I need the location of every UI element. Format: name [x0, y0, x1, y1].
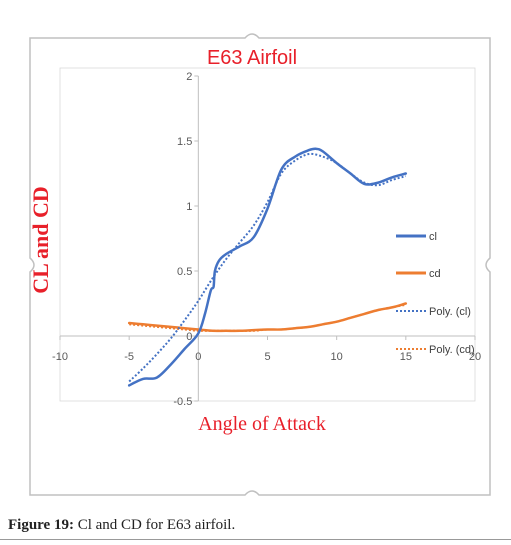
y-tick-label: 0.5: [177, 266, 192, 278]
chart-frame: [29, 33, 491, 496]
legend-label-cd: cd: [429, 268, 441, 280]
y-tick-label: 2: [186, 71, 192, 83]
legend: cl cd Poly. (cl) Poly. (cd): [396, 231, 475, 356]
x-tick-label: 0: [195, 351, 201, 363]
y-tick-label: -0.5: [173, 396, 192, 408]
y-axis-label: CL and CD: [28, 186, 53, 294]
series-line-cd: [127, 302, 408, 333]
axes: -10 -5 0 5 10 15 20 -0.5 0 0.5 1 1.5 2: [52, 71, 481, 408]
x-tick-label: -10: [52, 351, 68, 363]
x-tick-label: 15: [400, 351, 412, 363]
plot-area: [59, 67, 476, 402]
legend-label-cl: cl: [429, 231, 437, 243]
chart-title: E63 Airfoil: [207, 47, 297, 69]
series-line-poly-cd: [129, 303, 406, 332]
series-group: [127, 147, 408, 387]
y-tick-label: 1.5: [177, 136, 192, 148]
x-tick-label: -5: [124, 351, 134, 363]
y-tick-label: 1: [186, 201, 192, 213]
x-tick-label: 5: [264, 351, 270, 363]
x-tick-label: 10: [331, 351, 343, 363]
figure-caption: Figure 19: Cl and CD for E63 airfoil.: [8, 517, 235, 534]
caption-text: Cl and CD for E63 airfoil.: [77, 517, 236, 533]
x-tick-label: 20: [469, 351, 481, 363]
x-axis-label: Angle of Attack: [198, 413, 326, 435]
legend-label-poly-cl: Poly. (cl): [429, 306, 471, 318]
y-tick-label: 0: [186, 331, 192, 343]
caption-divider: [0, 539, 511, 540]
legend-label-poly-cd: Poly. (cd): [429, 344, 475, 356]
caption-label: Figure 19:: [8, 517, 74, 533]
series-line-cl: [127, 147, 408, 387]
series-line-poly-cl: [128, 152, 407, 383]
